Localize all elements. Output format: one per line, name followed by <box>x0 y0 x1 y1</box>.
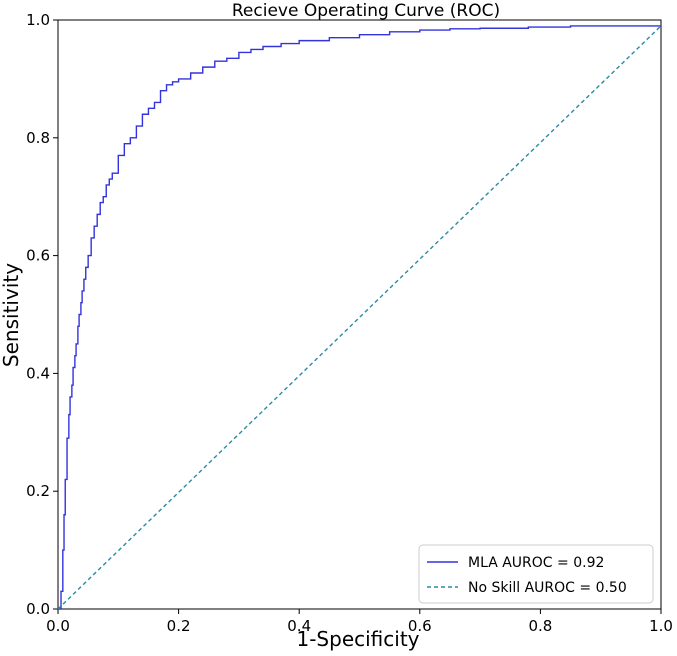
x-tick-label: 1.0 <box>649 617 673 635</box>
plot-area: 0.0 0.2 0.4 0.6 0.8 1.0 0.0 0.2 0.4 0.6 0.8 1.0 <box>26 11 673 635</box>
x-tick-label: 0.0 <box>46 617 70 635</box>
legend: MLA AUROC = 0.92 No Skill AUROC = 0.50 <box>418 544 654 604</box>
x-axis-label: 1-Specificity <box>296 627 419 651</box>
y-tick-label: 1.0 <box>26 11 50 29</box>
y-axis: 0.0 0.2 0.4 0.6 0.8 1.0 <box>26 11 58 618</box>
y-tick-label: 0.0 <box>26 600 50 618</box>
x-tick-label: 0.2 <box>167 617 191 635</box>
mla-roc-curve <box>58 25 661 610</box>
legend-label-no-skill: No Skill AUROC = 0.50 <box>468 580 627 596</box>
x-tick-label: 0.4 <box>287 617 311 635</box>
x-axis: 0.0 0.2 0.4 0.6 0.8 1.0 <box>46 609 673 635</box>
y-tick-label: 0.8 <box>26 129 50 147</box>
plot-frame <box>57 19 662 610</box>
x-tick-label: 0.8 <box>528 617 552 635</box>
y-tick-label: 0.6 <box>26 247 50 265</box>
x-tick-label: 0.6 <box>408 617 432 635</box>
legend-label-mla: MLA AUROC = 0.92 <box>468 555 604 571</box>
chart-title: Recieve Operating Curve (ROC) <box>232 1 500 21</box>
series-layer <box>57 25 662 610</box>
legend-box <box>418 544 654 604</box>
y-tick-label: 0.2 <box>26 482 50 500</box>
y-tick-label: 0.4 <box>26 364 50 382</box>
y-axis-label: Sensitivity <box>0 263 23 367</box>
